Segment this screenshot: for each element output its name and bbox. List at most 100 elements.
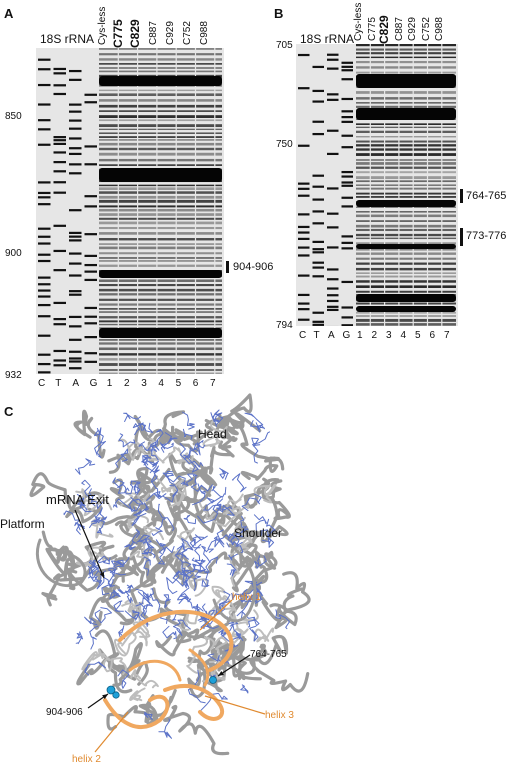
protein-wire (115, 448, 129, 468)
protein-wire (203, 503, 233, 511)
protein-wire (84, 616, 98, 625)
protein-wire (75, 458, 96, 475)
protein-wire (189, 536, 205, 549)
protein-wire (175, 544, 192, 567)
panel-a-lane-label: 7 (210, 378, 216, 389)
protein-wire (144, 455, 159, 468)
panel-b-lane-label: 3 (386, 330, 392, 341)
protein-wire (142, 455, 157, 474)
rrna-strand (197, 622, 229, 669)
protein-wire (219, 467, 229, 480)
protein-wire (239, 586, 264, 602)
helix-2 (103, 694, 170, 730)
rrna-strand (124, 599, 144, 618)
protein-wire (89, 569, 103, 585)
protein-wire (191, 544, 203, 567)
rrna-strand (176, 454, 218, 487)
rrna-strand (253, 627, 275, 643)
label-helix-1: helix 1 (232, 592, 261, 603)
rrna-strand (113, 548, 157, 617)
gelB-bands (296, 44, 458, 326)
protein-wire (192, 558, 206, 571)
panel-a-lane-label: 5 (175, 378, 182, 389)
rrna-strand (156, 477, 185, 508)
protein-wire (151, 518, 166, 536)
protein-wire (124, 584, 133, 604)
protein-wire (112, 477, 130, 494)
panel-b-lane-label: G (342, 330, 351, 341)
protein-wire (97, 555, 111, 565)
protein-wire (75, 631, 84, 645)
protein-wire (173, 619, 191, 636)
leader-helix-1 (199, 599, 233, 631)
protein-wire (201, 570, 210, 587)
rrna-strand (113, 631, 137, 657)
crosslink-site (112, 691, 120, 699)
rrna-strand (132, 621, 151, 638)
panel-b-lane-label: T (313, 330, 320, 341)
rrna-strand (181, 563, 209, 597)
rrna-strand (212, 543, 257, 623)
protein-wire (132, 422, 144, 436)
rrna-strand (117, 438, 141, 461)
arrow-mrna-exit-head (99, 572, 104, 578)
protein-wire (123, 412, 141, 422)
panel-a-lane-label: 1 (106, 378, 113, 389)
rrna-strand (240, 456, 285, 481)
protein-wire (84, 661, 106, 676)
protein-wire (133, 483, 141, 496)
protein-wire (241, 493, 262, 512)
panel-b-header: 18S rRNA (300, 32, 355, 46)
protein-wire (253, 514, 267, 531)
protein-wire (244, 412, 264, 427)
rrna-strand (129, 467, 158, 494)
protein-wire (93, 507, 105, 523)
panel-b-gel (296, 44, 458, 326)
label-helix-2: helix 2 (72, 754, 101, 765)
protein-wire (210, 409, 220, 427)
panel-b-ytick-705: 705 (276, 40, 293, 51)
protein-wire (192, 483, 206, 506)
protein-wire (158, 718, 172, 739)
panel-b-ytick-794: 794 (276, 320, 293, 331)
protein-wire (201, 545, 214, 563)
panel-a-ytick-932: 932 (5, 370, 22, 381)
label-platform: Platform (0, 517, 45, 531)
panel-a-ytick-850: 850 (5, 111, 22, 122)
protein-wire (117, 556, 130, 566)
rrna-strand (269, 587, 303, 627)
protein-wire (143, 556, 151, 576)
protein-wire (197, 504, 222, 524)
rrna-strand (178, 611, 207, 631)
rrna-strand (202, 420, 228, 448)
rrna-strand (172, 478, 187, 507)
rrna-strand (175, 551, 240, 591)
panel-a-lane-label: 3 (141, 378, 147, 389)
helix-3 (163, 684, 224, 721)
protein-wire (200, 622, 219, 629)
protein-wire (162, 625, 177, 640)
rrna-strand (150, 446, 184, 464)
panel-a-annotation-904: 904-906 (233, 261, 274, 273)
protein-wire (183, 514, 197, 525)
protein-wire (183, 442, 201, 458)
panel-b-lane-label: 2 (371, 330, 378, 341)
protein-wire (149, 588, 161, 613)
protein-wire (193, 569, 207, 592)
rrna-strand (109, 478, 139, 546)
panel-b-bar-764 (460, 189, 463, 203)
panel-b-lane-label: 5 (415, 330, 421, 341)
protein-wire (231, 532, 244, 546)
rrna-strand (100, 495, 157, 526)
protein-wire (107, 567, 126, 577)
protein-wire (182, 428, 193, 440)
rrna-strand (196, 445, 235, 475)
protein-wire (240, 611, 255, 628)
protein-wire (218, 623, 234, 637)
protein-wire (118, 433, 136, 448)
panel-a-lane-label: 2 (124, 378, 130, 389)
protein-wire (131, 529, 141, 544)
panel-b-annotation-773: 773-776 (466, 230, 507, 242)
protein-wire (89, 625, 99, 650)
